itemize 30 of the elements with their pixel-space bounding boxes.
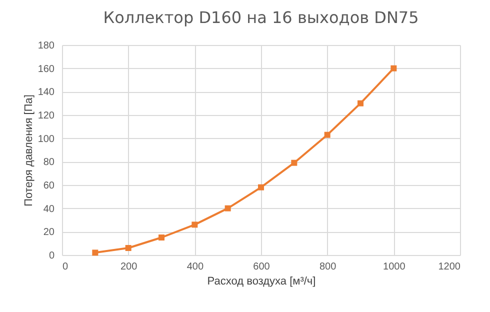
y-tick-label: 120: [38, 110, 55, 122]
y-tick-label: 140: [38, 87, 55, 98]
x-tick-label: 400: [186, 262, 204, 272]
y-tick-label: 40: [43, 204, 55, 215]
chart-title: Коллектор D160 на 16 выходов DN75: [103, 8, 419, 27]
point: [224, 205, 231, 212]
x-tick-label: 800: [319, 262, 337, 272]
point: [291, 160, 298, 166]
y-tick-label: 60: [43, 180, 55, 192]
y-tick-label: 20: [43, 227, 55, 238]
point: [258, 184, 264, 190]
point: [158, 234, 164, 240]
y-tick-label: 180: [38, 40, 55, 52]
x-tick-label: 600: [253, 262, 270, 272]
y-tick-label: 0: [48, 250, 55, 262]
x-axis-title: Расход воздуха [м³/ч]: [207, 276, 316, 288]
x-tick-label: 0: [62, 262, 68, 272]
point: [192, 222, 198, 228]
y-tick-label: 160: [38, 64, 55, 75]
point: [358, 100, 364, 106]
x-tick-label: 200: [120, 262, 138, 272]
y-axis-title: Потеря давления [Па]: [22, 94, 35, 206]
x-tick-label: 1200: [438, 262, 461, 272]
point: [324, 132, 330, 138]
point: [125, 245, 132, 251]
x-tick-label: 1000: [383, 262, 406, 272]
y-tick-label: 80: [43, 157, 55, 168]
y-tick-label: 100: [38, 134, 55, 145]
point: [390, 65, 397, 72]
point: [92, 250, 98, 256]
